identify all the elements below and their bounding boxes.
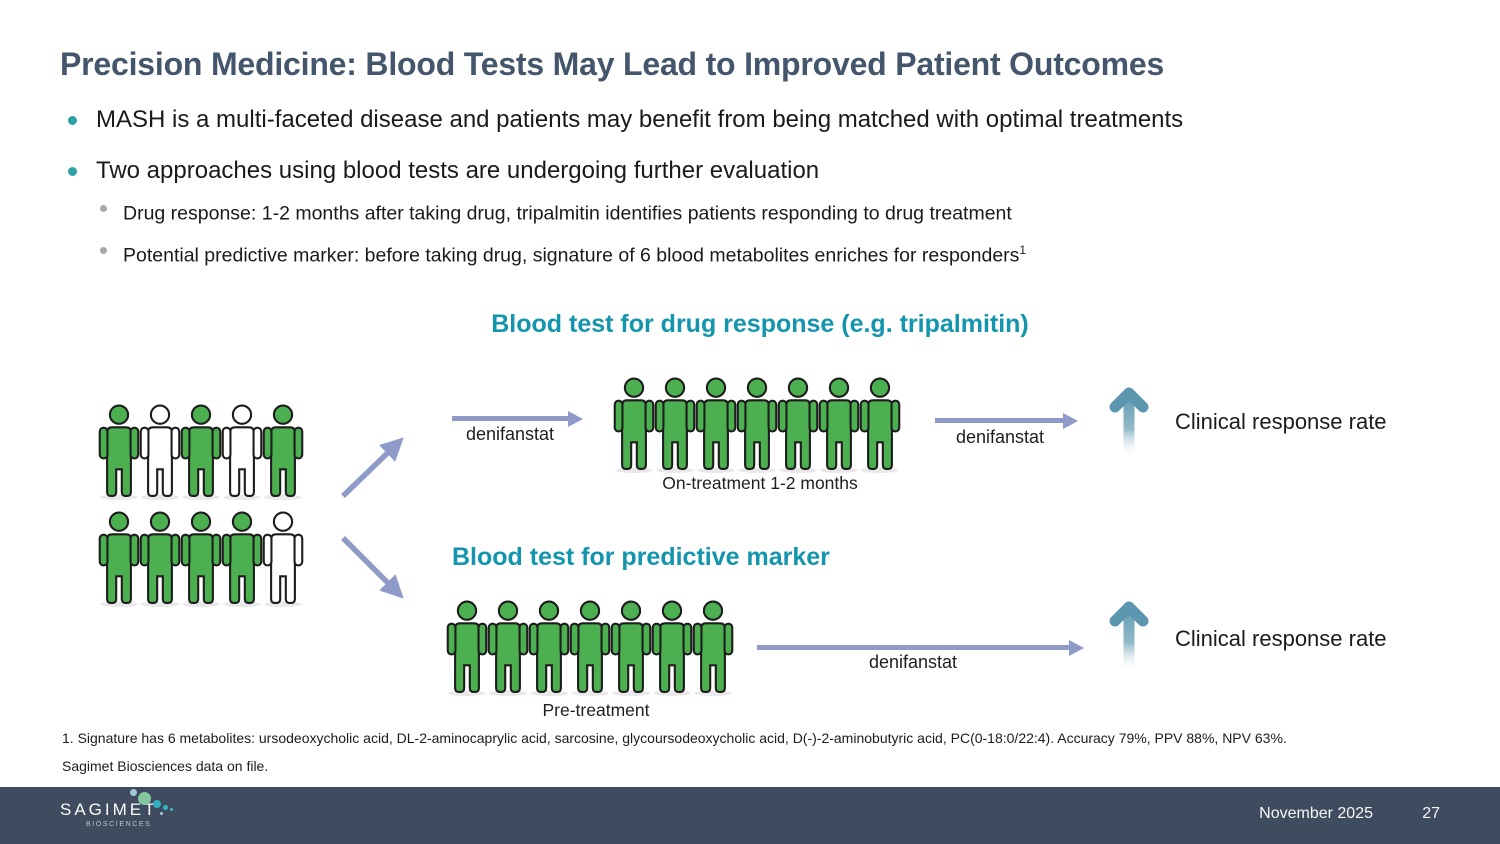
person-icon: [692, 600, 734, 697]
bullet-text: Two approaches using blood tests are und…: [96, 157, 820, 184]
person-icon: [487, 600, 529, 697]
person-icon: [98, 511, 140, 608]
logo-dot-icon: [153, 800, 161, 808]
initial-population-row-2: [98, 511, 304, 608]
person-icon: [651, 600, 693, 697]
logo-dot-icon: [130, 789, 137, 796]
initial-population-row-1: [98, 404, 304, 501]
bullet-dot-icon: [68, 167, 77, 176]
arrow-label-denifanstat: denifanstat: [465, 424, 555, 444]
increase-arrow-icon: [1109, 601, 1149, 672]
person-icon: [613, 377, 655, 474]
arrow-denifanstat-first: [452, 416, 568, 421]
arrow-label-denifanstat: denifanstat: [868, 652, 958, 672]
logo-dot-icon: [138, 792, 151, 805]
person-icon: [859, 377, 901, 474]
person-icon: [180, 511, 222, 608]
person-icon: [695, 377, 737, 474]
person-icon: [139, 404, 181, 501]
bullet-list: MASH is a multi-faceted disease and pati…: [62, 102, 1442, 272]
bullet-two-approaches: Two approaches using blood tests are und…: [62, 153, 1442, 189]
person-icon: [777, 377, 819, 474]
person-icon: [736, 377, 778, 474]
person-icon: [569, 600, 611, 697]
subbullet-text-body: Drug response: 1-2 months after taking d…: [123, 202, 1012, 225]
person-icon: [221, 511, 263, 608]
sagimet-logo: SAGIMET: [60, 800, 158, 819]
subbullet-superscript: 1: [1019, 242, 1027, 257]
clinical-response-rate-top: Clinical response rate: [1175, 409, 1387, 434]
person-icon: [139, 511, 181, 608]
logo-dot-icon: [160, 812, 163, 815]
slide-date: November 2025: [1259, 805, 1373, 822]
sagimet-logo-subtitle: BIOSCIENCES: [86, 821, 152, 828]
subbullet-dot-icon: [100, 205, 107, 212]
pre-treatment-population: [446, 600, 734, 697]
person-icon: [528, 600, 570, 697]
person-icon: [446, 600, 488, 697]
page-number: 27: [1422, 805, 1440, 822]
footnote: 1. Signature has 6 metabolites: ursodeox…: [62, 730, 1462, 774]
on-treatment-population: [613, 377, 901, 474]
heading-predictive-marker: Blood test for predictive marker: [452, 543, 830, 571]
subbullet-dot-icon: [100, 246, 107, 254]
person-icon: [98, 404, 140, 501]
pre-treatment-label: Pre-treatment: [542, 700, 650, 720]
on-treatment-label: On-treatment 1-2 months: [662, 473, 858, 493]
person-icon: [818, 377, 860, 474]
subbullet-predictive-marker: Potential predictive marker: before taki…: [62, 233, 1442, 273]
bullet-dot-icon: [68, 116, 77, 125]
subbullet-drug-response: Drug response: 1-2 months after taking d…: [62, 191, 1442, 231]
split-arrows-icon: [341, 437, 404, 599]
person-icon: [180, 404, 222, 501]
subbullet-text: Potential predictive marker: before taki…: [123, 233, 1026, 273]
subbullet-text: Drug response: 1-2 months after taking d…: [123, 191, 1012, 231]
bullet-text: MASH is a multi-faceted disease and pati…: [96, 106, 1184, 133]
person-icon: [654, 377, 696, 474]
footnote-line-1: 1. Signature has 6 metabolites: ursodeox…: [62, 730, 1287, 746]
arrow-denifanstat-bottom: [757, 645, 1069, 650]
person-icon: [221, 404, 263, 501]
logo-dot-icon: [170, 808, 173, 811]
person-icon: [262, 511, 304, 608]
logo-dot-icon: [163, 805, 168, 810]
clinical-response-rate-bottom: Clinical response rate: [1175, 626, 1387, 651]
footer-bar: SAGIMET BIOSCIENCES November 2025 27: [0, 787, 1500, 844]
arrow-denifanstat-second: [935, 418, 1063, 423]
increase-arrow-icon: [1109, 387, 1149, 458]
person-icon: [610, 600, 652, 697]
slide-title: Precision Medicine: Blood Tests May Lead…: [60, 46, 1165, 82]
arrow-label-denifanstat: denifanstat: [955, 427, 1045, 447]
footnote-line-2: Sagimet Biosciences data on file.: [62, 758, 269, 774]
person-icon: [262, 404, 304, 501]
bullet-mash: MASH is a multi-faceted disease and pati…: [62, 102, 1442, 138]
subbullet-text-body: Potential predictive marker: before taki…: [123, 244, 1020, 266]
heading-drug-response: Blood test for drug response (e.g. tripa…: [491, 310, 1029, 338]
